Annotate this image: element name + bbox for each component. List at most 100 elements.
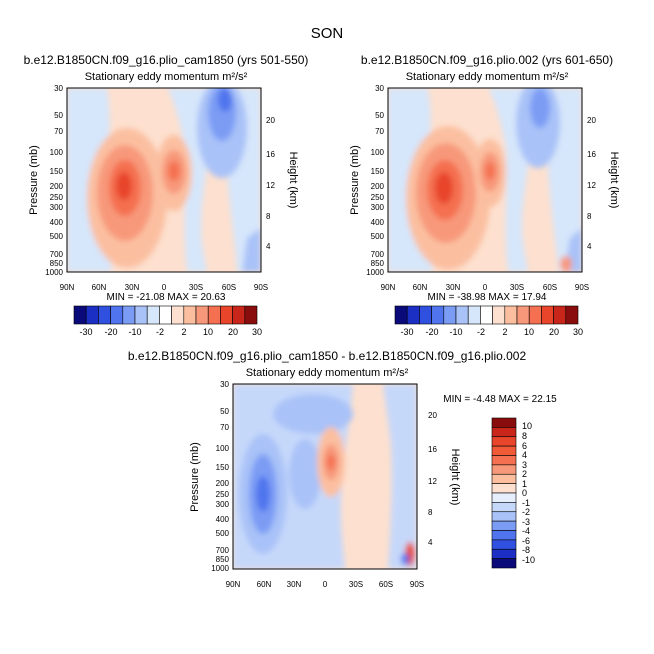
- y-tick: 500: [50, 232, 64, 241]
- y-tick: 50: [220, 407, 229, 416]
- colorbar-swatch: [431, 305, 445, 325]
- colorbar-swatch: [504, 305, 518, 325]
- colorbar-swatch: [98, 305, 111, 325]
- colorbar-swatch: [443, 305, 457, 325]
- panel-1: b.e12.B1850CN.f09_g16.plio_cam1850 (yrs …: [24, 53, 309, 337]
- colorbar-swatch: [232, 305, 246, 325]
- panel-2-colorbar-labels: -30 -20 -10 -2 2 10 20 30: [400, 327, 583, 337]
- colorbar-swatch: [85, 305, 99, 325]
- colorbar-swatch: [491, 520, 517, 531]
- colorbar-label: -8: [522, 545, 530, 555]
- panel-3: b.e12.B1850CN.f09_g16.plio_cam1850 - b.e…: [128, 349, 557, 589]
- y-tick-right: 8: [266, 212, 271, 221]
- colorbar-swatch: [528, 305, 542, 325]
- colorbar-swatch: [195, 305, 209, 325]
- y-tick-right: 8: [428, 508, 433, 517]
- x-tick: 90N: [381, 283, 396, 292]
- panel-1-stats: MIN = -21.08 MAX = 20.63: [107, 292, 226, 303]
- colorbar-swatch: [220, 305, 233, 325]
- y-tick: 1000: [211, 564, 229, 573]
- colorbar-label: -4: [522, 526, 530, 536]
- panel-1-x-ticks: 90N 60N 30N 0 30S 60S 90S: [60, 283, 268, 292]
- panel-3-y-ticks-right: 20 16 12 8 4: [428, 411, 437, 547]
- y-tick: 250: [50, 193, 64, 202]
- x-tick: 30N: [287, 580, 302, 589]
- x-tick: 90N: [226, 580, 241, 589]
- y-tick-right: 4: [587, 242, 592, 251]
- colorbar-swatch: [491, 417, 517, 428]
- colorbar-swatch: [491, 427, 517, 438]
- y-tick-right: 12: [266, 181, 275, 190]
- colorbar-label: 0: [522, 488, 527, 498]
- y-tick-right: 4: [428, 538, 433, 547]
- colorbar-swatch: [516, 305, 530, 325]
- panel-2-title: b.e12.B1850CN.f09_g16.plio.002 (yrs 601-…: [361, 53, 613, 67]
- y-tick: 300: [216, 500, 230, 509]
- y-tick: 300: [371, 203, 385, 212]
- colorbar-swatch: [406, 305, 420, 325]
- colorbar-swatch: [207, 305, 221, 325]
- colorbar-label: 30: [252, 327, 262, 337]
- colorbar-label: 30: [573, 327, 583, 337]
- colorbar-label: 20: [549, 327, 559, 337]
- y-tick: 850: [216, 555, 230, 564]
- colorbar-label: 20: [228, 327, 238, 337]
- colorbar-swatch: [467, 305, 481, 325]
- x-tick: 30S: [349, 580, 363, 589]
- x-tick: 60N: [257, 580, 272, 589]
- y-tick: 1000: [366, 268, 384, 277]
- x-tick: 0: [162, 283, 167, 292]
- x-tick: 90N: [60, 283, 75, 292]
- panel-2-frame: [387, 87, 583, 273]
- y-tick-right: 20: [587, 116, 596, 125]
- x-tick: 30S: [510, 283, 524, 292]
- panel-2-y-ticks-right: 20 16 12 8 4: [587, 116, 596, 251]
- panel-1-y-ticks-right: 20 16 12 8 4: [266, 116, 275, 251]
- panel-2-x-ticks: 90N 60N 30N 0 30S 60S 90S: [381, 283, 589, 292]
- y-tick: 100: [371, 148, 385, 157]
- colorbar-label: 3: [522, 460, 527, 470]
- panel-2: b.e12.B1850CN.f09_g16.plio.002 (yrs 601-…: [349, 53, 620, 337]
- colorbar-label: -2: [522, 507, 530, 517]
- colorbar-label: 2: [522, 469, 527, 479]
- panel-3-colorbar-labels: 10 8 6 4 3 2 1 0 -1 -2 -3 -4 -6 -8 -10: [522, 421, 535, 565]
- panel-2-stats: MIN = -38.98 MAX = 17.94: [428, 292, 547, 303]
- y-tick: 50: [375, 111, 384, 120]
- panel-1-plot-area: [67, 88, 261, 272]
- panel-2-colorbar: [394, 305, 579, 325]
- colorbar-label: -2: [477, 327, 485, 337]
- colorbar-label: -10: [128, 327, 141, 337]
- colorbar-swatch: [491, 511, 517, 522]
- colorbar-label: -3: [522, 517, 530, 527]
- y-tick: 70: [375, 127, 384, 136]
- colorbar-swatch: [491, 464, 517, 475]
- x-tick: 0: [323, 580, 328, 589]
- colorbar-swatch: [491, 473, 517, 484]
- panel-3-frame: [232, 383, 418, 570]
- y-tick: 850: [371, 259, 385, 268]
- colorbar-label: 10: [522, 421, 532, 431]
- y-tick: 30: [375, 84, 384, 93]
- colorbar-swatch: [183, 305, 197, 325]
- y-tick: 30: [54, 84, 63, 93]
- panel-3-x-ticks: 90N 60N 30N 0 30S 60S 90S: [226, 580, 424, 589]
- y-tick-right: 20: [266, 116, 275, 125]
- colorbar-label: -2: [156, 327, 164, 337]
- y-tick: 200: [50, 182, 64, 191]
- colorbar-swatch: [565, 305, 579, 325]
- panel-1-title: b.e12.B1850CN.f09_g16.plio_cam1850 (yrs …: [24, 53, 309, 67]
- panel-3-title: b.e12.B1850CN.f09_g16.plio_cam1850 - b.e…: [128, 349, 527, 363]
- colorbar-swatch: [244, 305, 258, 325]
- colorbar-swatch: [491, 492, 517, 503]
- panel-3-plot-area: [233, 384, 417, 569]
- y-tick: 50: [54, 111, 63, 120]
- x-tick: 60S: [222, 283, 236, 292]
- panel-1-colorbar-labels: -30 -20 -10 -2 2 10 20 30: [79, 327, 262, 337]
- panel-2-subtitle: Stationary eddy momentum m²/s²: [406, 71, 569, 83]
- colorbar-swatch: [110, 305, 124, 325]
- colorbar-swatch: [146, 305, 160, 325]
- panel-1-colorbar: [73, 305, 258, 325]
- y-tick: 30: [220, 380, 229, 389]
- panel-2-y-ticks: 30 50 70 100 150 200 250 300 400 500 700…: [366, 84, 384, 277]
